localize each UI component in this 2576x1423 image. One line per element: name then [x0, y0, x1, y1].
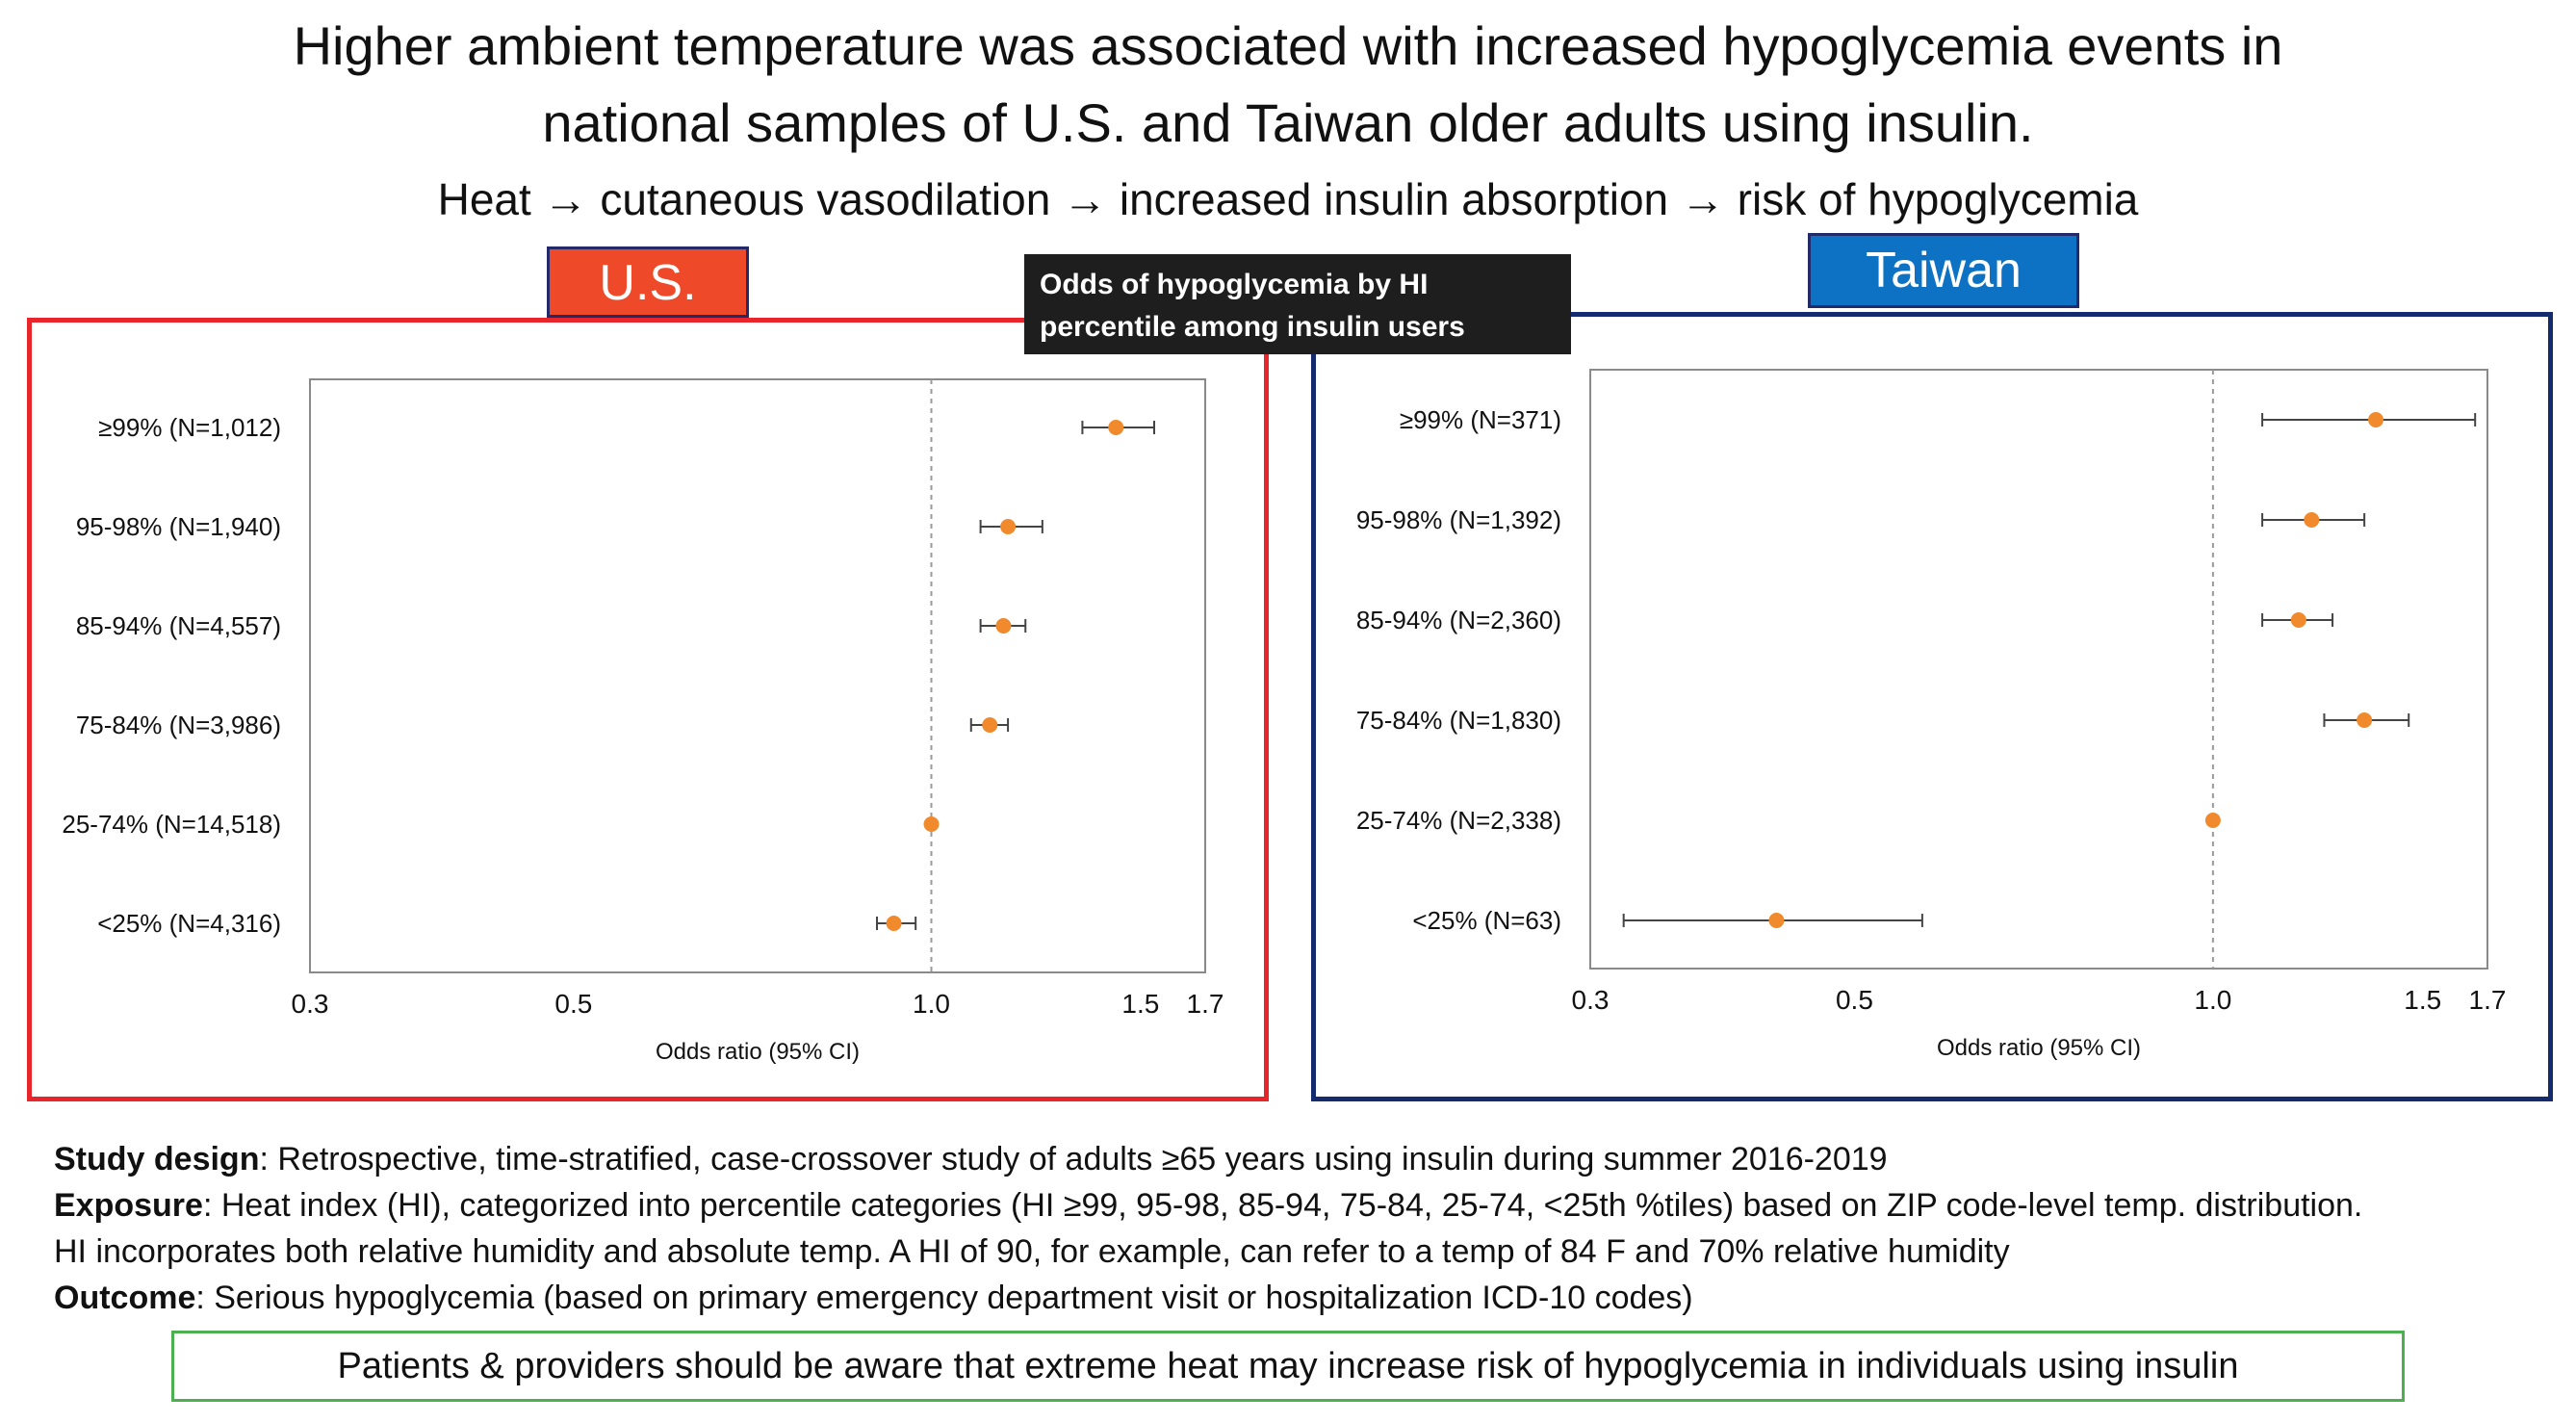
conclusion-box: Patients & providers should be aware tha…	[171, 1331, 2405, 1402]
exposure-line: Exposure: Heat index (HI), categorized i…	[54, 1182, 2537, 1229]
us-category-label: ≥99% (N=1,012)	[98, 413, 281, 442]
us-category-label: 25-74% (N=14,518)	[62, 810, 281, 839]
us-category-label: <25% (N=4,316)	[97, 909, 281, 938]
exposure-line-2: HI incorporates both relative humidity a…	[54, 1233, 2010, 1270]
us-odds-ratio-point	[1000, 519, 1017, 534]
design-text: : Retrospective, time-stratified, case-c…	[259, 1141, 1888, 1177]
us-plot-frame	[309, 378, 1206, 973]
outcome-line: Outcome: Serious hypoglycemia (based on …	[54, 1275, 2537, 1321]
tw-odds-ratio-point	[2368, 412, 2384, 427]
us-odds-ratio-point	[1108, 420, 1124, 435]
tw-category-label: 95-98% (N=1,392)	[1356, 505, 1561, 534]
tw-odds-ratio-point	[2204, 813, 2221, 828]
tw-x-tick-label: 1.5	[2404, 985, 2441, 1015]
tw-category-label: 25-74% (N=2,338)	[1356, 806, 1561, 835]
us-odds-ratio-point	[982, 717, 998, 733]
us-odds-ratio-point	[886, 916, 902, 931]
us-tag: U.S.	[547, 246, 749, 318]
outcome-text: : Serious hypoglycemia (based on primary…	[195, 1280, 1693, 1316]
us-x-tick-label: 1.5	[1121, 989, 1159, 1019]
exposure-text: : Heat index (HI), categorized into perc…	[202, 1187, 2363, 1224]
mechanism-text: Heat → cutaneous vasodilation → increase…	[437, 174, 2139, 224]
outcome-label: Outcome	[54, 1280, 196, 1316]
us-panel	[27, 318, 1269, 1101]
us-category-label: 75-84% (N=3,986)	[76, 711, 281, 739]
tw-category-label: 85-94% (N=2,360)	[1356, 606, 1561, 634]
us-x-axis-label: Odds ratio (95% CI)	[656, 1039, 860, 1065]
us-x-tick-label: 0.3	[292, 989, 329, 1019]
tw-x-tick-label: 1.7	[2469, 985, 2507, 1015]
tw-x-axis-label: Odds ratio (95% CI)	[1937, 1035, 2141, 1061]
title-line-1: Higher ambient temperature was associate…	[293, 15, 2283, 76]
us-category-label: 95-98% (N=1,940)	[76, 512, 281, 541]
tw-category-label: ≥99% (N=371)	[1400, 405, 1561, 434]
us-category-label: 85-94% (N=4,557)	[76, 611, 281, 640]
tw-odds-ratio-point	[2304, 512, 2320, 528]
tw-odds-ratio-point	[2357, 712, 2373, 728]
tw-category-label: <25% (N=63)	[1412, 906, 1561, 935]
tw-x-tick-label: 0.5	[1836, 985, 1873, 1015]
us-odds-ratio-point	[995, 618, 1012, 634]
tw-x-tick-label: 0.3	[1572, 985, 1610, 1015]
design-line: Study design: Retrospective, time-strati…	[54, 1136, 2537, 1182]
tw-category-label: 75-84% (N=1,830)	[1356, 706, 1561, 735]
tw-plot-frame	[1589, 369, 2488, 970]
title-line-2: national samples of U.S. and Taiwan olde…	[542, 92, 2034, 153]
design-label: Study design	[54, 1141, 260, 1177]
tw-x-tick-label: 1.0	[2194, 985, 2231, 1015]
taiwan-panel	[1311, 312, 2553, 1101]
us-odds-ratio-point	[923, 816, 940, 832]
exposure-label: Exposure	[54, 1187, 203, 1224]
us-x-tick-label: 1.0	[913, 989, 950, 1019]
us-x-tick-label: 0.5	[554, 989, 592, 1019]
chart-callout: Odds of hypoglycemia by HI percentile am…	[1024, 254, 1571, 354]
study-notes: Study design: Retrospective, time-strati…	[54, 1136, 2537, 1321]
tw-odds-ratio-point	[1768, 913, 1785, 928]
taiwan-tag: Taiwan	[1808, 233, 2079, 308]
us-x-tick-label: 1.7	[1187, 989, 1224, 1019]
tw-odds-ratio-point	[2290, 612, 2306, 628]
